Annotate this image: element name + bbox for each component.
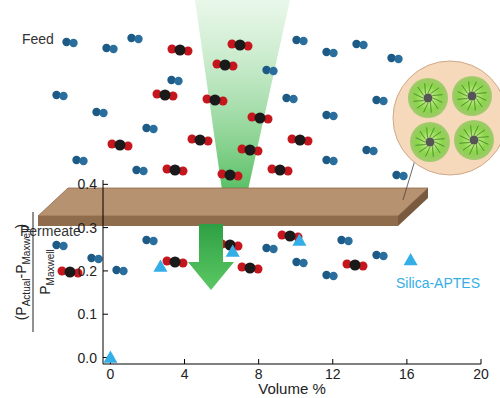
data-point [292,234,306,246]
y-tick [103,314,108,315]
co2-molecule [248,113,273,124]
co2-molecule [343,260,368,271]
x-tick-label: 16 [399,366,415,382]
n2-molecule [112,266,127,275]
data-point [226,244,240,256]
n2-molecule [142,236,157,245]
subscript: Maxwell [21,228,32,264]
n2-molecule [322,48,337,57]
co2-molecule [288,135,313,146]
n2-molecule [52,241,67,250]
x-tick-label: 20 [473,366,489,382]
y-axis [103,180,104,364]
feed-beam [195,0,290,190]
n2-molecule [372,96,387,105]
nanoparticle [454,120,494,160]
label-text: -P [13,265,29,279]
n2-molecule [87,254,102,263]
label-text: P [37,285,53,294]
n2-molecule [72,156,87,165]
co2-molecule [108,140,133,151]
n2-molecule [322,156,337,165]
data-point [103,351,117,363]
n2-molecule [262,244,277,253]
n2-molecule [142,124,157,133]
n2-molecule [62,38,77,47]
feed-label: Feed [22,31,54,47]
subscript: Maxwell [45,249,56,285]
plot-area [103,234,417,363]
y-tick-label: 0.0 [78,350,98,366]
co2-molecule [163,257,188,268]
co2-molecule [238,263,263,274]
y-axis-label-part: PMaxwell [37,249,56,294]
x-tick-label: 0 [107,366,115,382]
x-tick [332,359,333,364]
n2-molecule [262,66,277,75]
n2-molecule [132,166,147,175]
co2-molecule [218,170,243,181]
subscript: Actual [21,279,32,307]
n2-molecule [392,171,407,180]
nanoparticle [408,78,448,118]
data-point [153,260,167,272]
n2-molecule [102,44,117,53]
label-text: (P [13,306,29,320]
y-tick-label: 0.3 [78,220,98,236]
n2-molecule [282,94,297,103]
x-tick [258,359,259,364]
y-tick-label: 0.2 [78,263,98,279]
n2-molecule [167,76,182,85]
y-tick [103,270,108,271]
x-tick [184,359,185,364]
co2-molecule [153,90,178,101]
zoom-inset [393,61,500,175]
x-tick [481,359,482,364]
nanoparticle [452,76,492,116]
n2-molecule [362,146,377,155]
n2-molecule [372,251,387,260]
co2-molecule [228,40,253,51]
co2-molecule [168,45,193,56]
co2-molecule [213,60,238,71]
x-axis-label: Volume % [258,380,326,397]
membrane-diagram [38,0,500,290]
n2-molecule [292,258,307,267]
nanoparticle [410,122,450,162]
axes: 0481216200.00.10.20.30.4 [78,176,489,382]
y-tick [103,184,108,185]
n2-molecule [322,111,337,120]
n2-molecule [292,36,307,45]
n2-molecule [322,271,337,280]
y-tick [103,227,108,228]
x-tick [406,359,407,364]
co2-molecule [188,135,213,146]
co2-molecule [163,165,188,176]
data-point [404,253,418,265]
membrane-side [398,188,428,226]
co2-molecule [238,145,263,156]
n2-molecule [92,108,107,117]
n2-molecule [52,91,67,100]
y-axis-label-part: (PActual-PMaxwell) [13,224,32,321]
n2-molecule [352,40,367,49]
canvas: FeedPermeate0481216200.00.10.20.30.4Volu… [0,0,500,398]
fraction-bar [33,212,34,332]
y-tick-label: 0.1 [78,306,98,322]
series-label: Silica-APTES [396,275,480,291]
x-axis [103,364,481,365]
n2-molecule [127,34,142,43]
co2-molecule [203,95,228,106]
n2-molecule [387,54,402,63]
co2-molecule [268,165,293,176]
permeate-arrow [188,224,234,290]
n2-molecule [337,236,352,245]
y-tick-label: 0.4 [78,176,98,192]
label-text: ) [13,224,29,229]
figure: FeedPermeate0481216200.00.10.20.30.4Volu… [0,0,500,398]
zoom-line [403,160,415,200]
x-tick-label: 4 [181,366,189,382]
x-tick-label: 12 [325,366,341,382]
